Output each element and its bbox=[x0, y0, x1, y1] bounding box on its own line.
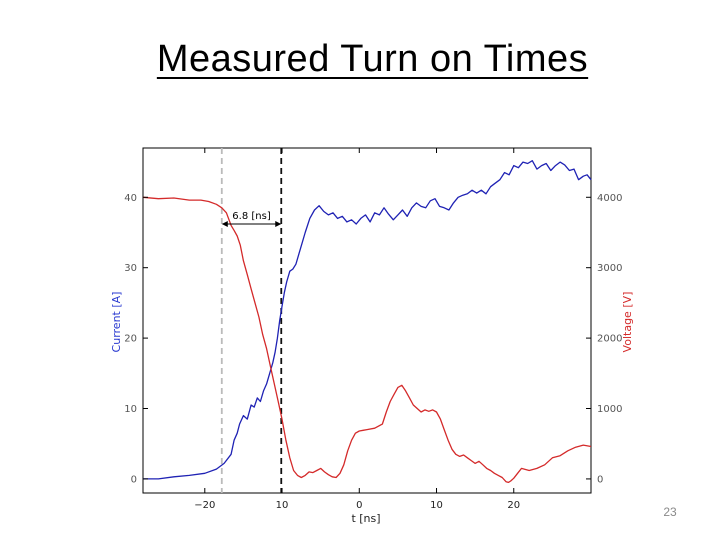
series-layer bbox=[142, 160, 592, 484]
y-axis-right-label: Voltage [V] bbox=[621, 292, 634, 353]
x-tick-label: 10 bbox=[276, 500, 289, 511]
x-axis: −20 10 0 10 20 bbox=[194, 148, 520, 511]
x-tick-label: 10 bbox=[430, 500, 443, 511]
y-left-tick-label: 30 bbox=[124, 263, 137, 274]
plot-frame bbox=[142, 147, 592, 494]
y-axis-left-label: Current [A] bbox=[110, 292, 123, 353]
x-tick-label: 0 bbox=[356, 500, 362, 511]
interval-arrow-left-head bbox=[221, 221, 228, 228]
y-right-tick-label: 4000 bbox=[597, 193, 622, 204]
y-left-tick-label: 10 bbox=[124, 404, 137, 415]
x-tick-label: 20 bbox=[507, 500, 520, 511]
current-series-line bbox=[143, 160, 592, 480]
reference-lines bbox=[220, 148, 283, 493]
y-right-tick-label: 0 bbox=[597, 474, 603, 485]
interval-arrow-right-head bbox=[275, 221, 282, 228]
slide-title: Measured Turn on Times bbox=[156, 38, 589, 80]
interval-label: 6.8 [ns] bbox=[232, 211, 271, 222]
y-left-tick-label: 40 bbox=[124, 193, 137, 204]
voltage-series-line bbox=[142, 196, 592, 484]
y-left-tick-label: 20 bbox=[124, 334, 137, 345]
y-right-tick-label: 2000 bbox=[597, 334, 622, 345]
x-axis-label: t [ns] bbox=[351, 512, 380, 525]
y-right-tick-label: 1000 bbox=[597, 404, 622, 415]
y-axis-right: 0 1000 2000 3000 4000 bbox=[586, 193, 622, 485]
page-number: 23 bbox=[663, 505, 677, 519]
annotation-layer: 6.8 [ns] bbox=[221, 211, 282, 228]
y-right-tick-label: 3000 bbox=[597, 263, 622, 274]
y-left-tick-label: 0 bbox=[131, 474, 137, 485]
y-axis-left: 0 10 20 30 40 bbox=[124, 193, 148, 485]
x-tick-label: −20 bbox=[194, 500, 215, 511]
